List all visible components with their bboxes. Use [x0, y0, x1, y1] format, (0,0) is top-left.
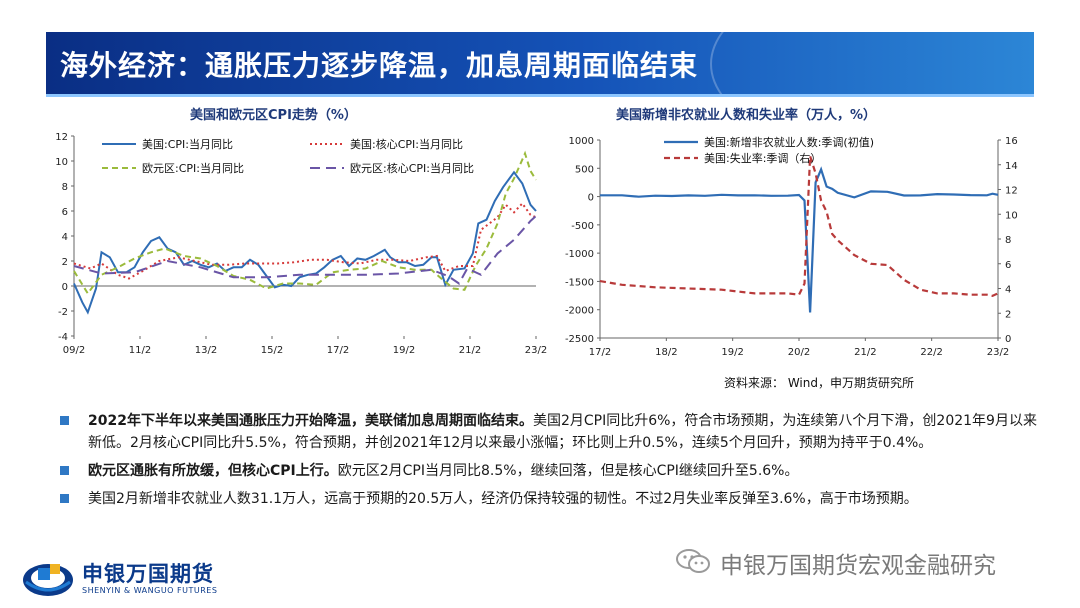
x-tick-label: 21/2: [854, 347, 876, 358]
y-tick-label: 4: [62, 232, 68, 243]
chart-title-payrolls: 美国新增非农就业人数和失业率（万人，%）: [616, 108, 877, 123]
wechat-watermark: 申银万国期货宏观金融研究: [676, 546, 1056, 579]
payrolls-unemployment-chart: -2500 -2000 -1500 -1000 -500 0 500 1000 0 2 4 6 8 10 1…: [565, 135, 1018, 358]
right-y-tick-label: 10: [1005, 210, 1018, 221]
legend-label: 欧元区:CPI:当月同比: [142, 161, 244, 175]
cpi-chart: -4 -2 0 2 4 6 8 10 12 09/2 11/2 13/2 15/2 17/2 19/2 21/…: [55, 132, 547, 356]
x-tick-label: 19/2: [721, 347, 743, 358]
bullet-item: 美国2月新增非农就业人数31.1万人，远高于预期的20.5万人，经济仍保持较强的…: [60, 488, 1040, 510]
right-y-tick-label: 4: [1005, 285, 1011, 296]
legend-label: 欧元区:核心CPI:当月同比: [350, 161, 474, 175]
right-y-tick-label: 8: [1005, 235, 1011, 246]
logo-mark-icon: [23, 564, 73, 596]
bullet-item: 欧元区通胀有所放缓，但核心CPI上行。欧元区2月CPI当月同比8.5%，继续回落…: [60, 460, 1040, 482]
x-tick-label: 17/2: [589, 347, 611, 358]
logo-name-en: SHENYIN & WANGUO FUTURES: [82, 586, 218, 595]
y-tick-label: 6: [62, 207, 68, 218]
right-y-tick-label: 2: [1005, 309, 1011, 320]
x-tick-label: 22/2: [920, 347, 942, 358]
data-source-note: 资料来源： Wind，申万期货研究所: [724, 376, 914, 390]
left-y-tick-label: 1000: [569, 136, 594, 147]
logo-name-cn: 申银万国期货: [82, 562, 214, 586]
left-y-tick-label: -1000: [565, 249, 594, 260]
bullet-square-icon: [60, 466, 69, 475]
slide-title-bar: 海外经济：通胀压力逐步降温，加息周期面临结束: [46, 32, 1034, 94]
bullet-text: 欧元区2月CPI当月同比8.5%，继续回落，但是核心CPI继续回升至5.6%。: [337, 463, 799, 479]
bullet-text: 美国2月CPI同比升6%，符合市场预期，为连续第八个月下滑，创2021年9月以来…: [88, 413, 1037, 451]
series-line-3: [73, 150, 537, 296]
y-tick-label: 12: [55, 132, 68, 143]
left-y-tick-label: -2000: [565, 306, 594, 317]
x-tick-label: 17/2: [327, 345, 349, 356]
bullet-lead: 2022年下半年以来美国通胀压力开始降温，美联储加息周期面临结束。: [88, 413, 533, 429]
right-y-tick-label: 16: [1005, 136, 1018, 147]
bullet-square-icon: [60, 494, 69, 503]
x-tick-label: 11/2: [129, 345, 151, 356]
right-y-tick-label: 14: [1005, 161, 1018, 172]
x-tick-label: 23/2: [987, 347, 1009, 358]
company-logo: 申银万国期货 SHENYIN & WANGUO FUTURES: [22, 556, 282, 602]
x-tick-label: 15/2: [261, 345, 283, 356]
series-line-2: [73, 201, 537, 280]
x-tick-label: 13/2: [195, 345, 217, 356]
chart-title-cpi: 美国和欧元区CPI走势（%）: [190, 108, 357, 123]
bullet-text: 美国2月新增非农就业人数31.1万人，远高于预期的20.5万人，经济仍保持较强的…: [88, 491, 918, 507]
wechat-icon: [676, 549, 710, 573]
y-tick-label: -2: [58, 307, 68, 318]
bullet-item: 2022年下半年以来美国通胀压力开始降温，美联储加息周期面临结束。美国2月CPI…: [60, 410, 1040, 454]
legend-label: 美国:CPI:当月同比: [142, 137, 233, 151]
x-tick-label: 09/2: [63, 345, 85, 356]
left-y-tick-label: 500: [575, 164, 594, 175]
x-tick-label: 18/2: [655, 347, 677, 358]
y-tick-label: 8: [62, 182, 68, 193]
series-line-1: [600, 166, 999, 313]
slide-title: 海外经济：通胀压力逐步降温，加息周期面临结束: [60, 49, 699, 82]
legend-label: 美国:新增非农就业人数:季调(初值): [704, 135, 874, 149]
left-y-tick-label: 0: [588, 193, 594, 204]
left-y-tick-label: -500: [571, 221, 594, 232]
x-tick-label: 20/2: [788, 347, 810, 358]
series-line-1: [73, 170, 537, 315]
y-tick-label: 10: [55, 157, 68, 168]
right-y-tick-label: 12: [1005, 186, 1018, 197]
x-tick-label: 21/2: [459, 345, 481, 356]
y-tick-label: 2: [62, 257, 68, 268]
left-y-tick-label: -1500: [565, 277, 594, 288]
x-tick-label: 19/2: [393, 345, 415, 356]
bullet-square-icon: [60, 416, 69, 425]
series-line-2: [599, 155, 999, 298]
legend-label: 美国:核心CPI:当月同比: [350, 137, 463, 151]
legend-label: 美国:失业率:季调（右）: [704, 151, 821, 165]
right-y-tick-label: 6: [1005, 260, 1011, 271]
bullet-list: 2022年下半年以来美国通胀压力开始降温，美联储加息周期面临结束。美国2月CPI…: [60, 410, 1040, 516]
y-tick-label: -4: [58, 332, 68, 343]
left-y-tick-label: -2500: [565, 334, 594, 345]
bullet-lead: 欧元区通胀有所放缓，但核心CPI上行。: [88, 463, 338, 479]
y-tick-label: 0: [62, 282, 68, 293]
watermark-text: 申银万国期货宏观金融研究: [720, 553, 996, 579]
title-accent-line: [46, 94, 1034, 97]
series-line-4: [73, 215, 537, 285]
x-tick-label: 23/2: [525, 345, 547, 356]
right-y-tick-label: 0: [1005, 334, 1011, 345]
